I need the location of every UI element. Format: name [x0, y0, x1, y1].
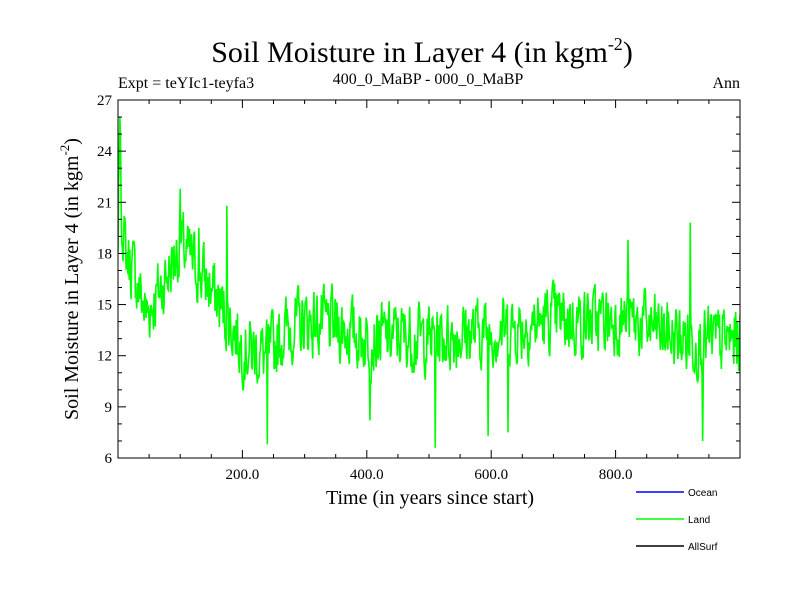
- y-tick-label: 21: [97, 195, 112, 211]
- series-line-land: [118, 117, 740, 448]
- legend-label-land: Land: [688, 515, 710, 526]
- tick-group: 200.0 400.0 600.0 800.0 6 9 12 15 18 21 24 27: [97, 93, 740, 483]
- series-group: [118, 117, 740, 448]
- y-tick-label: 27: [97, 93, 113, 109]
- y-tick-label: 18: [97, 246, 112, 262]
- y-axis-label: Soil Moisture in Layer 4 (in kgm-2): [57, 138, 83, 420]
- y-tick-label: 9: [105, 400, 113, 416]
- x-tick-label: 600.0: [474, 467, 508, 483]
- subtitle-left: Expt = teYIc1-teyfa3: [118, 75, 254, 92]
- y-tick-label: 6: [105, 451, 113, 467]
- plot-frame: [117, 99, 741, 459]
- x-tick-label: 400.0: [350, 467, 384, 483]
- y-tick-label: 12: [97, 349, 112, 365]
- y-tick-label: 24: [97, 144, 113, 160]
- legend-label-ocean: Ocean: [688, 488, 717, 499]
- chart-title: Soil Moisture in Layer 4 (in kgm-2): [211, 34, 633, 69]
- x-tick-label: 200.0: [226, 467, 260, 483]
- legend-label-allsurf: AllSurf: [688, 542, 718, 553]
- y-tick-label: 15: [97, 298, 112, 314]
- legend: Ocean Land AllSurf: [636, 488, 718, 553]
- subtitle-center: 400_0_MaBP - 000_0_MaBP: [333, 71, 524, 88]
- subtitle-right: Ann: [712, 75, 740, 92]
- x-axis-label: Time (in years since start): [326, 487, 534, 509]
- x-tick-label: 800.0: [599, 467, 633, 483]
